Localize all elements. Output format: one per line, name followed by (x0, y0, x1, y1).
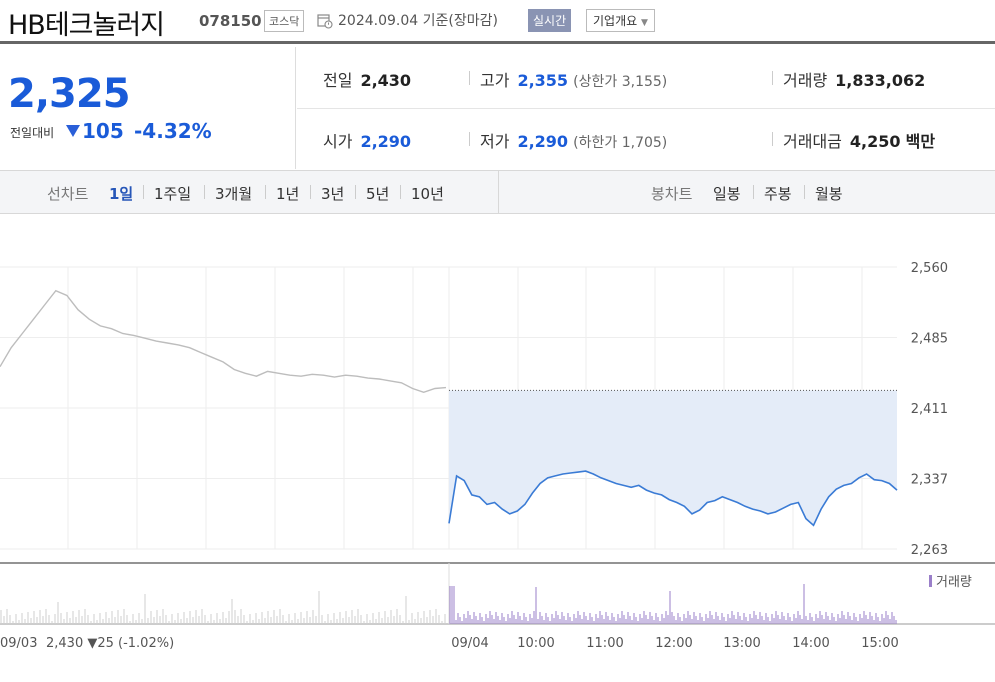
change-percent: -4.32% (134, 119, 212, 143)
y-tick-label: 2,560 (911, 261, 948, 276)
y-tick-label: 2,485 (911, 332, 948, 347)
tab-separator (204, 185, 205, 199)
corp-info-dropdown[interactable]: 기업개요 ▼ (586, 9, 655, 32)
divider (772, 71, 773, 85)
x-tick-label: 14:00 (792, 636, 829, 651)
x-tick-label: 12:00 (655, 636, 692, 651)
tab-separator (804, 185, 805, 199)
y-axis-labels: 2,560 2,485 2,411 2,337 2,263 (911, 261, 948, 558)
intraday-price-chart: 2,560 2,485 2,411 2,337 2,263 거래량 09/03 2,430… (0, 261, 995, 651)
trading-amount: 거래대금 4,250 백만 (783, 128, 935, 152)
tab-separator (310, 185, 311, 199)
tab-separator (400, 185, 401, 199)
tab-1day[interactable]: 1일 (109, 185, 134, 203)
date-suffix: 기준(장마감) (422, 13, 498, 29)
divider (469, 71, 470, 85)
tab-1year[interactable]: 1년 (276, 185, 300, 203)
open-price: 시가 2,290 (323, 128, 411, 152)
tab-separator (143, 185, 144, 199)
stock-name: HB테크놀러지 (8, 10, 165, 41)
below-baseline-area (449, 390, 897, 526)
x-tick-label: 11:00 (586, 636, 623, 651)
price-box: 2,325 전일대비 105 -4.32% (0, 47, 296, 169)
stock-header: HB테크놀러지 078150 코스닥 2024.09.04 기준(장마감) 실시… (0, 0, 995, 44)
tab-3year[interactable]: 3년 (321, 185, 345, 203)
down-triangle-icon (66, 125, 80, 137)
current-price: 2,325 (8, 71, 131, 117)
tab-separator (753, 185, 754, 199)
prev-close-label: 전일 (323, 71, 353, 90)
x-tick-label: 15:00 (861, 636, 898, 651)
x-tick-label: 10:00 (517, 636, 554, 651)
volume: 거래량 1,833,062 (783, 67, 925, 91)
realtime-button[interactable]: 실시간 (528, 9, 572, 32)
price-summary: 전일 2,430 고가 2,355 (상한가 3,155) 거래량 1,833,062… (297, 47, 995, 169)
x-tick-label: 13:00 (723, 636, 760, 651)
market-badge: 코스닥 (264, 10, 305, 32)
open-label: 시가 (323, 132, 353, 151)
volume-value: 1,833,062 (835, 71, 926, 90)
y-tick-label: 2,411 (911, 402, 948, 417)
chart-period-tabs: 선차트 1일 1주일 3개월 1년 3년 5년 10년 봉차트 일봉 주봉 월봉 (0, 170, 995, 214)
divider (772, 132, 773, 146)
prev-close-value: 2,430 (360, 71, 412, 90)
date-value: 2024.09.04 (338, 13, 419, 29)
volume-legend-label: 거래량 (936, 575, 972, 590)
calendar-clock-icon (317, 14, 333, 29)
row-divider (297, 108, 995, 109)
amount-unit: 백만 (905, 132, 936, 151)
y-tick-label: 2,263 (911, 543, 948, 558)
tab-weekly[interactable]: 주봉 (764, 185, 792, 203)
x-tick-label: 09/04 (451, 636, 488, 651)
tab-5year[interactable]: 5년 (366, 185, 390, 203)
change-value: 105 (82, 119, 124, 143)
today-price-line (448, 470, 898, 527)
prev-day-series (0, 289, 447, 394)
tabs-divider (498, 171, 499, 213)
volume-legend-swatch (929, 575, 932, 587)
change-label: 전일대비 (10, 126, 55, 140)
tab-separator (355, 185, 356, 199)
low-price: 저가 2,290 (하한가 1,705) (480, 128, 667, 152)
corp-info-label: 기업개요 (593, 14, 638, 28)
volume-label: 거래량 (783, 71, 828, 90)
tab-monthly[interactable]: 월봉 (815, 185, 843, 203)
tab-separator (265, 185, 266, 199)
line-chart-label: 선차트 (47, 185, 89, 203)
volume-bars: 거래량 (0, 575, 972, 624)
open-value: 2,290 (360, 132, 412, 151)
tab-3month[interactable]: 3개월 (215, 185, 253, 203)
tab-1week[interactable]: 1주일 (154, 185, 192, 203)
x-axis-labels: 09/03 2,430 ▼25 (-1.02%) 09/04 10:00 11:00 12… (0, 636, 899, 651)
high-value: 2,355 (517, 71, 569, 90)
high-price: 고가 2,355 (상한가 3,155) (480, 67, 667, 91)
base-date: 2024.09.04 기준(장마감) (338, 10, 498, 30)
low-label: 저가 (480, 132, 510, 151)
y-tick-label: 2,337 (911, 473, 948, 488)
prev-close: 전일 2,430 (323, 67, 411, 91)
lower-limit: (하한가 1,705) (573, 135, 668, 151)
low-value: 2,290 (517, 132, 569, 151)
amount-value: 4,250 (849, 132, 901, 151)
high-label: 고가 (480, 71, 510, 90)
dropdown-caret-icon: ▼ (641, 18, 648, 28)
upper-limit: (상한가 3,155) (573, 74, 668, 90)
divider (469, 132, 470, 146)
candle-chart-label: 봉차트 (651, 185, 693, 203)
tab-10year[interactable]: 10년 (411, 185, 444, 203)
stock-code: 078150 (199, 12, 262, 30)
tab-daily[interactable]: 일봉 (713, 185, 741, 203)
today-series (448, 389, 898, 527)
x-tick-label-prev: 09/03 (0, 636, 37, 651)
prev-day-line (0, 289, 447, 394)
prev-day-close-label: 2,430 ▼25 (-1.02%) (46, 636, 174, 651)
amount-label: 거래대금 (783, 132, 842, 151)
